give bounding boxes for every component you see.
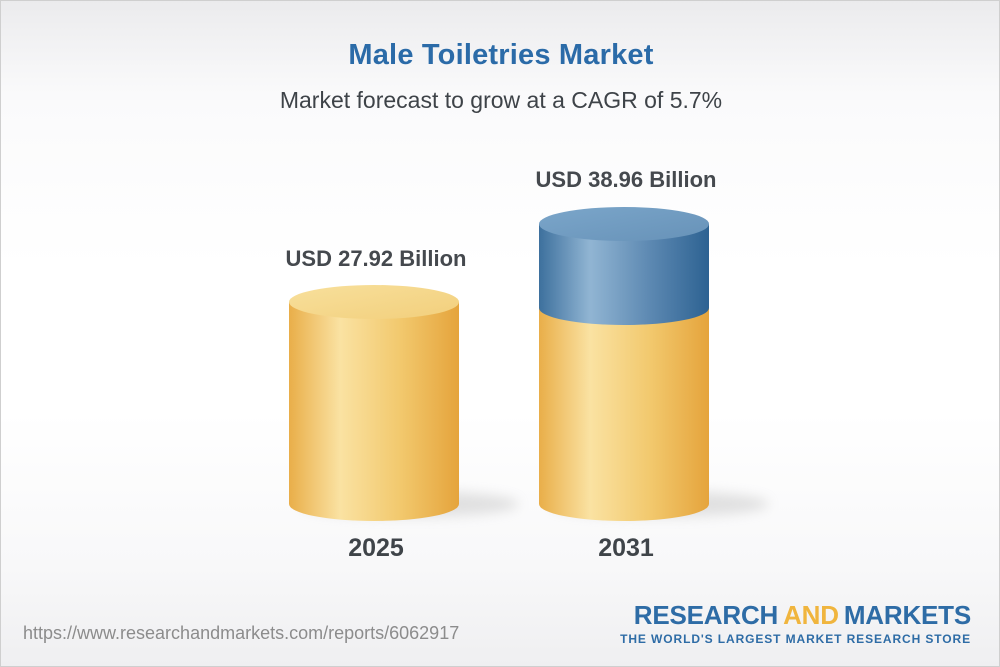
page-subtitle: Market forecast to grow at a CAGR of 5.7… bbox=[279, 87, 723, 113]
report-url: https://www.researchandmarkets.com/repor… bbox=[23, 623, 460, 643]
value-label-2031: USD 38.96 Billion bbox=[535, 167, 717, 192]
value-label-2025: USD 27.92 Billion bbox=[285, 246, 467, 271]
logo-word-research: RESEARCH bbox=[633, 600, 779, 630]
logo-word-markets: MARKETS bbox=[843, 600, 971, 630]
cylinder-2031-top bbox=[539, 207, 709, 241]
category-label-2025: 2025 bbox=[348, 534, 404, 562]
page-title: Male Toiletries Market bbox=[348, 39, 654, 71]
research-and-markets-logo: RESEARCH AND MARKETS THE WORLD'S LARGEST M… bbox=[620, 602, 971, 645]
cylinder-2031-growth-segment bbox=[539, 224, 709, 325]
cylinder-2025-body bbox=[289, 302, 459, 521]
logo-word-and: AND bbox=[783, 600, 839, 630]
logo-tagline: THE WORLD'S LARGEST MARKET RESEARCH STOR… bbox=[620, 632, 971, 646]
logo-wordmark: RESEARCH AND MARKETS bbox=[620, 602, 971, 628]
cylinder-2025-top bbox=[289, 285, 459, 319]
category-label-2031: 2031 bbox=[598, 534, 654, 562]
cylinder-2031-base-segment bbox=[539, 308, 709, 521]
